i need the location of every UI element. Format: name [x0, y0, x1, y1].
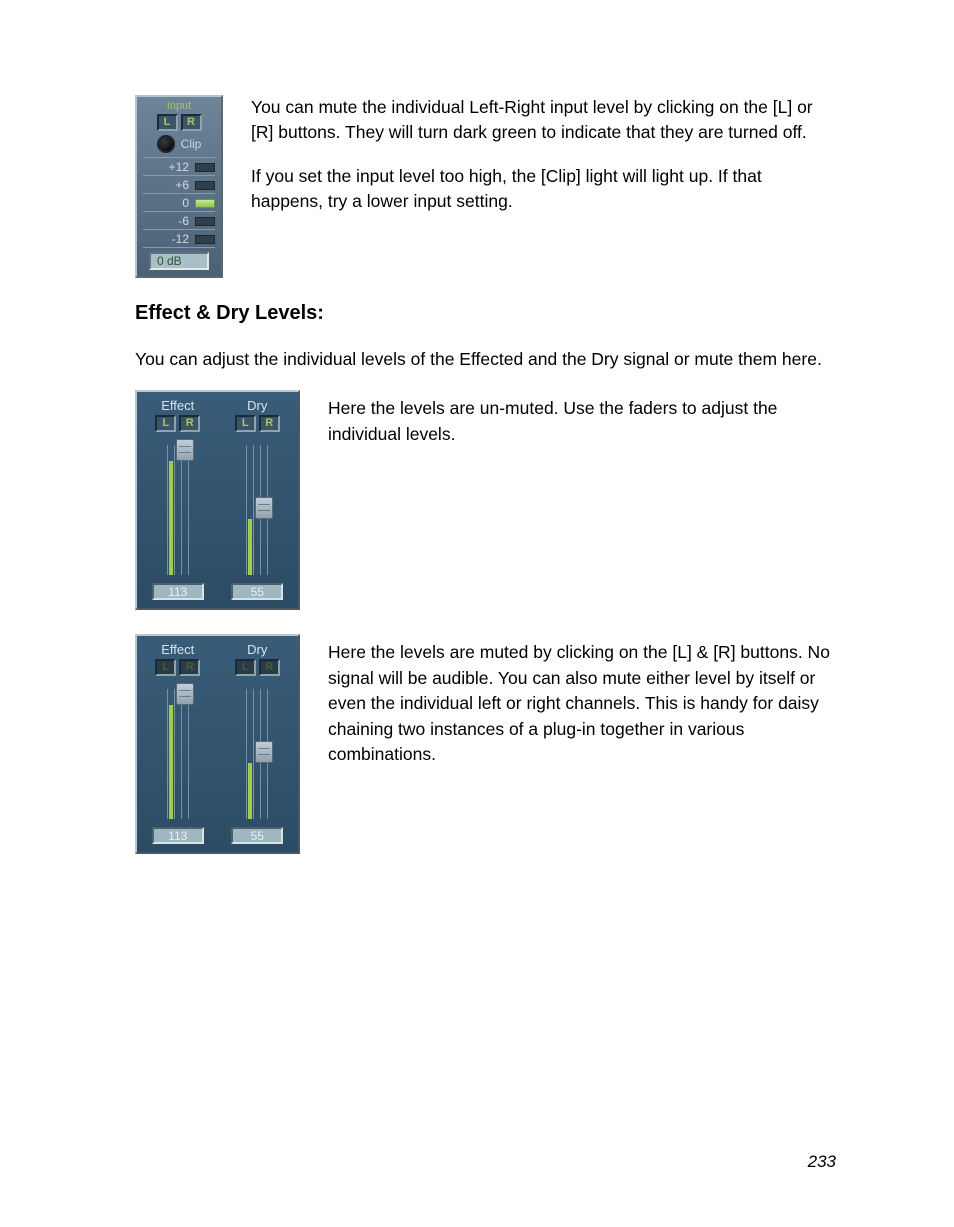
paragraph: You can mute the individual Left-Right i… [251, 95, 836, 146]
dry-fader[interactable] [255, 741, 273, 763]
unmuted-text: Here the levels are un-muted. Use the fa… [328, 390, 836, 465]
effect-fader[interactable] [176, 683, 194, 705]
scale-led-icon [195, 235, 215, 244]
scale-label: +12 [161, 160, 189, 174]
paragraph: Here the levels are muted by clicking on… [328, 640, 836, 767]
scale-label: -12 [161, 232, 189, 246]
dry-fader[interactable] [255, 497, 273, 519]
scale-led-icon [195, 217, 215, 226]
effect-dry-panel-muted: Effect L R 113 Dry L R 55 [135, 634, 300, 854]
input-l-button[interactable]: L [157, 114, 178, 131]
paragraph: If you set the input level too high, the… [251, 164, 836, 215]
section-heading: Effect & Dry Levels: [135, 302, 836, 325]
paragraph: Here the levels are un-muted. Use the fa… [328, 396, 836, 447]
input-scale: +12 +6 0 -6 -12 [143, 157, 215, 248]
effect-column: Effect L R 113 [147, 642, 209, 844]
section-unmuted: Effect L R 113 Dry L R 55 Here th [135, 390, 836, 610]
dry-l-button-muted[interactable]: L [235, 659, 256, 676]
input-lr-buttons: L R [157, 114, 202, 131]
input-db-readout: 0 dB [149, 252, 209, 270]
clip-row: Clip [157, 135, 202, 153]
effect-fader[interactable] [176, 439, 194, 461]
dry-label: Dry [247, 642, 267, 657]
paragraph: You can adjust the individual levels of … [135, 347, 836, 372]
section-muted: Effect L R 113 Dry L R 55 Here th [135, 634, 836, 854]
input-text: You can mute the individual Left-Right i… [251, 95, 836, 233]
effect-label: Effect [161, 398, 194, 413]
effect-value: 113 [152, 827, 204, 844]
dry-column: Dry L R 55 [227, 398, 289, 600]
scale-label: -6 [161, 214, 189, 228]
clip-label: Clip [181, 137, 202, 151]
page-number: 233 [808, 1152, 836, 1172]
effect-r-button-muted[interactable]: R [179, 659, 200, 676]
scale-led-icon [195, 199, 215, 208]
effect-l-button[interactable]: L [155, 415, 176, 432]
scale-led-icon [195, 181, 215, 190]
scale-label: 0 [161, 196, 189, 210]
dry-value: 55 [231, 583, 283, 600]
section-input: Input L R Clip +12 +6 0 -6 -12 0 dB You … [135, 95, 836, 278]
scale-label: +6 [161, 178, 189, 192]
effect-column: Effect L R 113 [147, 398, 209, 600]
effect-label: Effect [161, 642, 194, 657]
dry-r-button-muted[interactable]: R [259, 659, 280, 676]
effect-value: 113 [152, 583, 204, 600]
dry-label: Dry [247, 398, 267, 413]
effect-r-button[interactable]: R [179, 415, 200, 432]
dry-l-button[interactable]: L [235, 415, 256, 432]
clip-led-icon [157, 135, 175, 153]
dry-value: 55 [231, 827, 283, 844]
dry-r-button[interactable]: R [259, 415, 280, 432]
dry-column: Dry L R 55 [227, 642, 289, 844]
effect-dry-panel-unmuted: Effect L R 113 Dry L R 55 [135, 390, 300, 610]
input-title: Input [167, 100, 191, 112]
input-panel: Input L R Clip +12 +6 0 -6 -12 0 dB [135, 95, 223, 278]
input-r-button[interactable]: R [181, 114, 202, 131]
scale-led-icon [195, 163, 215, 172]
muted-text: Here the levels are muted by clicking on… [328, 634, 836, 785]
effect-l-button-muted[interactable]: L [155, 659, 176, 676]
